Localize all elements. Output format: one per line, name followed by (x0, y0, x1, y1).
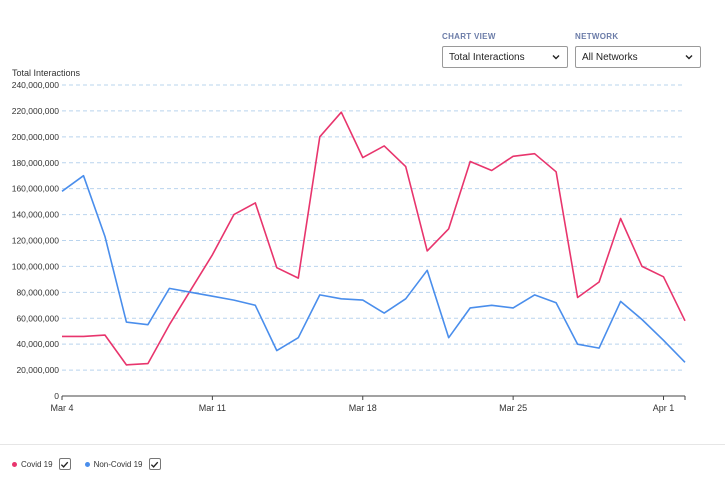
y-tick-label: 80,000,000 (16, 287, 59, 297)
network-select[interactable]: All Networks (575, 46, 701, 68)
y-tick-label: 140,000,000 (12, 210, 60, 220)
y-tick-label: 0 (54, 391, 59, 401)
series-line-covid-19 (62, 111, 686, 366)
y-axis-ticks: 0 20,000,000 40,000,000 60,000,000 80,000,00… (12, 80, 60, 401)
chart-view-select[interactable]: Total Interactions (442, 46, 568, 68)
y-tick-label: 200,000,000 (12, 132, 60, 142)
non-covid-toggle-checkbox[interactable] (148, 458, 161, 470)
legend-label-covid: Covid 19 (21, 459, 53, 469)
series-line-non-covid-19 (61, 174, 686, 363)
y-tick-label: 120,000,000 (12, 236, 60, 246)
series-lines (61, 111, 686, 366)
legend: Covid 19 Non-Covid 19 (0, 444, 725, 483)
chart-view-label: CHART VIEW (442, 32, 496, 41)
x-axis: Mar 4 Mar 11 Mar 18 Mar 25 Apr 1 (50, 395, 686, 413)
x-tick-label: Apr 1 (653, 403, 675, 413)
y-tick-label: 60,000,000 (16, 313, 59, 323)
y-axis-title: Total Interactions (12, 68, 81, 78)
legend-item-non-covid: Non-Covid 19 (84, 458, 161, 470)
legend-label-non-covid: Non-Covid 19 (93, 459, 143, 469)
y-tick-label: 220,000,000 (12, 106, 60, 116)
chart-view-control: CHART VIEW Total Interactions (442, 32, 568, 68)
chart-controls: CHART VIEW Total Interactions NETWORK Al… (442, 32, 701, 68)
x-tick-label: Mar 25 (499, 403, 527, 413)
x-tick-label: Mar 11 (199, 403, 226, 413)
y-tick-label: 20,000,000 (16, 365, 59, 375)
y-tick-label: 100,000,000 (12, 261, 60, 271)
network-label: NETWORK (575, 32, 619, 41)
network-control: NETWORK All Networks (575, 32, 701, 68)
y-tick-label: 180,000,000 (12, 158, 60, 168)
legend-item-covid: Covid 19 (12, 458, 71, 470)
x-tick-label: Mar 4 (50, 403, 73, 413)
network-value: All Networks (582, 51, 638, 63)
legend-dot-non-covid (84, 461, 90, 467)
y-tick-label: 160,000,000 (12, 184, 60, 194)
line-chart: Total Interactions 0 20,000,000 40,000,000… (12, 68, 686, 413)
chart-view-value: Total Interactions (449, 51, 525, 63)
chevron-down-icon (685, 55, 693, 60)
checkmark-icon (150, 461, 159, 468)
chevron-down-icon (552, 55, 560, 60)
grid-lines (62, 84, 685, 371)
checkmark-icon (60, 461, 69, 468)
y-tick-label: 40,000,000 (16, 339, 59, 349)
x-tick-label: Mar 18 (349, 403, 377, 413)
legend-dot-covid (12, 461, 17, 467)
y-tick-label: 240,000,000 (12, 80, 60, 90)
covid-toggle-checkbox[interactable] (58, 458, 71, 470)
